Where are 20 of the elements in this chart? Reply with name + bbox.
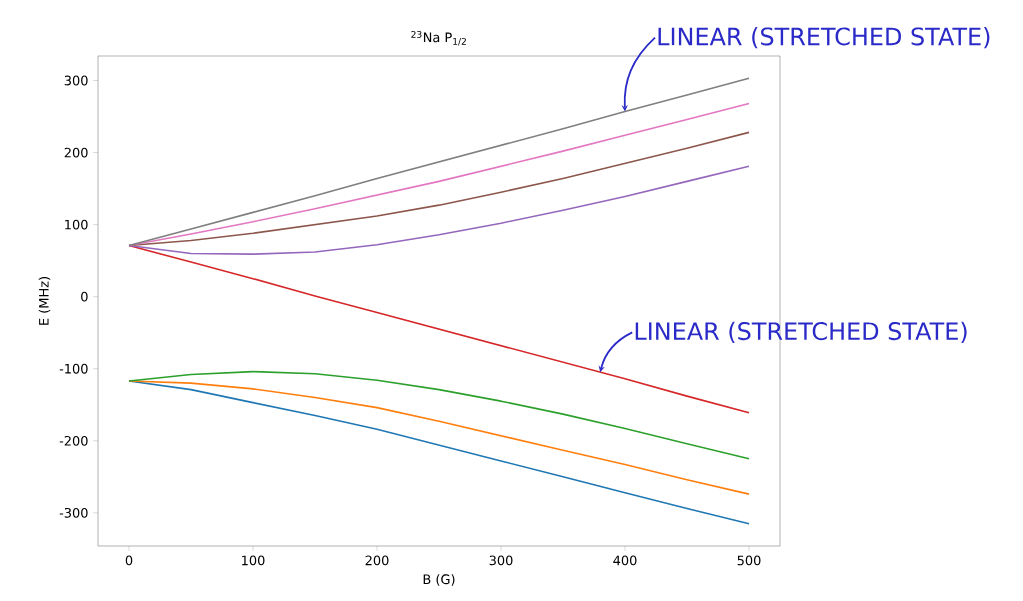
y-axis-title: E (MHz) — [38, 277, 51, 325]
annotation: LINEAR (STRETCHED STATE) — [635, 321, 967, 343]
y-tick-label: -300 — [59, 507, 88, 518]
x-tick-label: 200 — [365, 555, 389, 566]
line-series — [128, 165, 750, 255]
y-tick-label: 200 — [64, 147, 88, 158]
y-tick-label: -100 — [59, 363, 88, 374]
y-tick-label: -200 — [59, 435, 88, 446]
chart-title: $^{23}$Na P$_{1/2}$ — [411, 31, 466, 46]
y-tick-label: 300 — [64, 75, 88, 86]
y-tick-label: 100 — [65, 219, 88, 230]
x-tick-label: 400 — [613, 555, 637, 566]
x-tick-label: 0 — [125, 555, 133, 566]
x-tick-label: 500 — [737, 555, 761, 566]
line-series — [128, 370, 750, 460]
x-tick-label: 100 — [242, 555, 265, 566]
y-tick-label: 0 — [81, 291, 88, 302]
x-tick-label: 300 — [489, 555, 513, 566]
annotation: LINEAR (STRETCHED STATE) — [658, 26, 990, 49]
x-axis-title: B (G) — [423, 574, 455, 586]
